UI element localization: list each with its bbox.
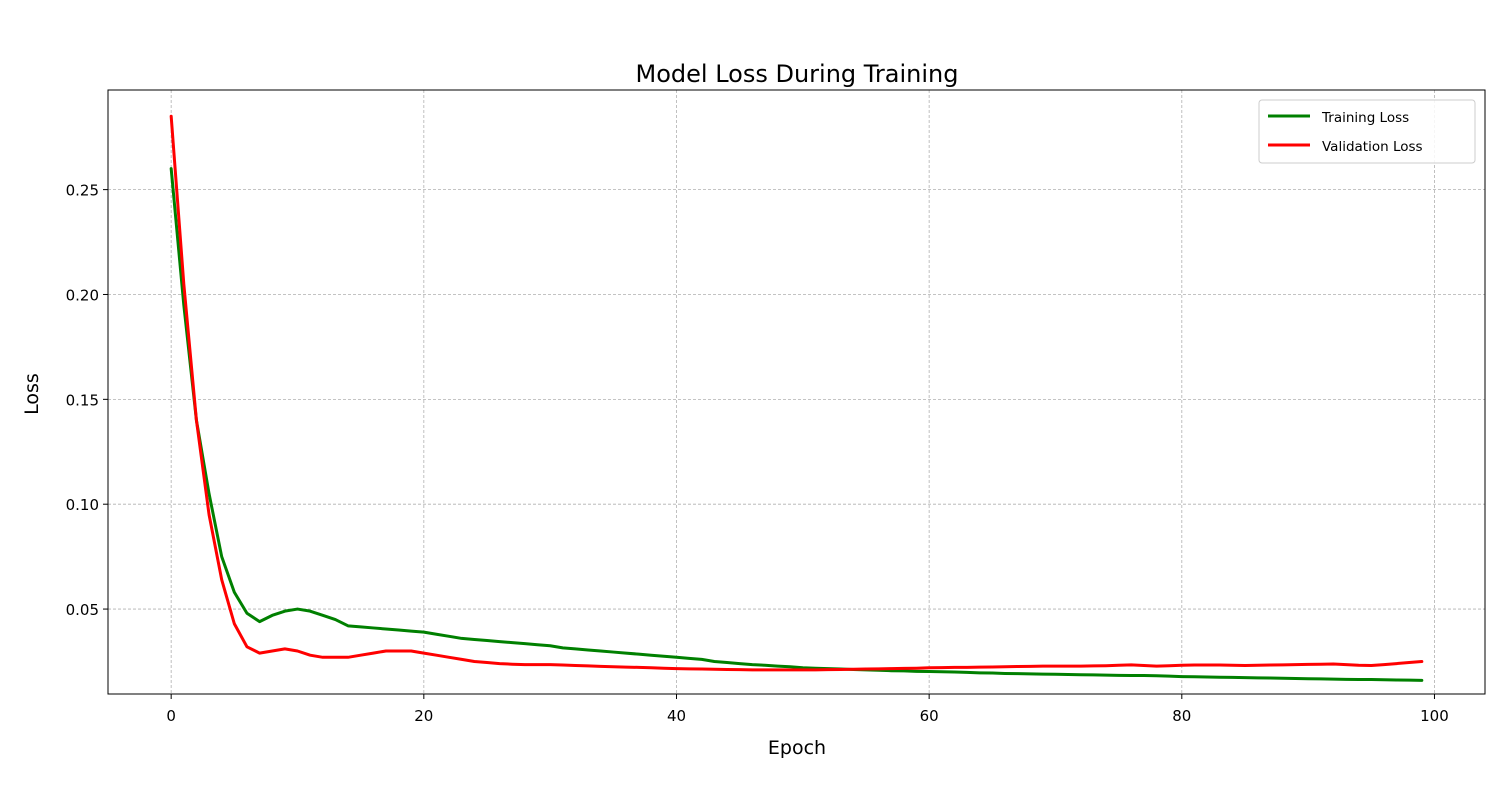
plot-frame bbox=[107, 89, 1486, 695]
legend: Training Loss Validation Loss bbox=[1258, 99, 1476, 164]
y-tick-label: 0.05 bbox=[66, 601, 99, 619]
x-tick-label: 100 bbox=[1420, 707, 1449, 725]
x-tick-label: 40 bbox=[667, 707, 686, 725]
grid-lines bbox=[108, 90, 1485, 694]
series-line-validation-loss bbox=[169, 114, 1424, 672]
y-tick-label: 0.25 bbox=[66, 182, 99, 200]
plot-series bbox=[169, 114, 1424, 682]
x-axis-ticks: 0 20 40 60 80 100 bbox=[166, 694, 1449, 725]
x-tick-label: 0 bbox=[166, 707, 176, 725]
legend-label-validation-loss: Validation Loss bbox=[1322, 139, 1423, 155]
legend-box bbox=[1258, 99, 1476, 164]
x-tick-label: 80 bbox=[1172, 707, 1191, 725]
chart-title: Model Loss During Training bbox=[636, 60, 959, 88]
y-axis-ticks: 0.05 0.10 0.15 0.20 0.25 bbox=[66, 182, 108, 619]
y-tick-label: 0.15 bbox=[66, 391, 99, 409]
x-tick-label: 20 bbox=[414, 707, 433, 725]
x-axis-label: Epoch bbox=[768, 737, 826, 759]
x-tick-label: 60 bbox=[920, 707, 939, 725]
y-tick-label: 0.20 bbox=[66, 286, 99, 304]
y-tick-label: 0.10 bbox=[66, 496, 99, 514]
legend-label-training-loss: Training Loss bbox=[1321, 110, 1409, 126]
series-line-training-loss bbox=[169, 167, 1424, 682]
y-axis-label: Loss bbox=[21, 373, 43, 415]
